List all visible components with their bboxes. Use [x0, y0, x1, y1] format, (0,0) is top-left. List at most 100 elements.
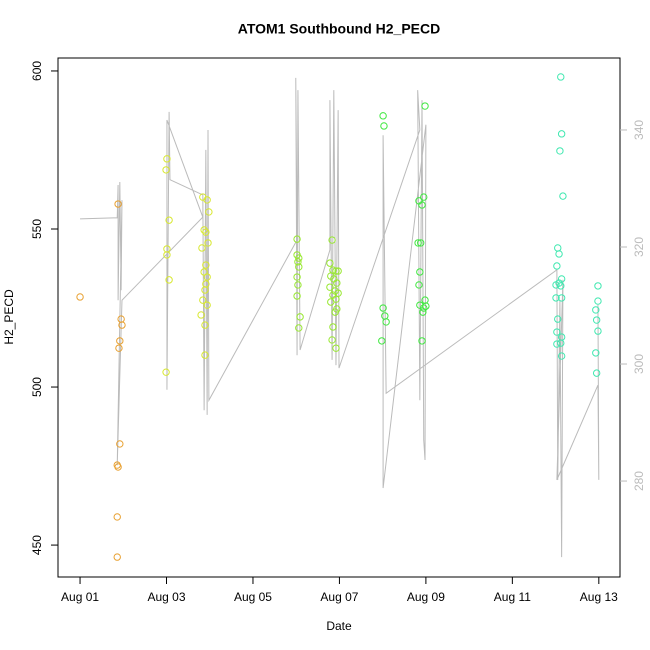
point: [203, 273, 211, 281]
point: [553, 262, 561, 270]
y-axis-label: H2_PECD: [2, 289, 16, 345]
point: [378, 337, 386, 345]
point: [163, 155, 171, 163]
point: [296, 313, 304, 321]
point: [420, 193, 428, 201]
point: [419, 308, 427, 316]
point: [416, 268, 424, 276]
point: [294, 281, 302, 289]
y-tick-label: 450: [30, 535, 44, 555]
y-tick-label: 500: [30, 377, 44, 397]
point: [203, 301, 211, 309]
line: [80, 77, 600, 558]
point: [326, 259, 334, 267]
point: [113, 553, 121, 561]
point: [557, 339, 565, 347]
point: [420, 304, 428, 312]
point: [379, 112, 387, 120]
point: [556, 147, 564, 155]
point: [421, 102, 429, 110]
point: [552, 294, 560, 302]
point: [557, 294, 566, 302]
point: [331, 308, 339, 316]
x-tick-label: Aug 05: [234, 590, 272, 604]
point: [201, 286, 209, 294]
point: [115, 344, 123, 352]
y2-tick-label: 280: [632, 471, 646, 491]
y-tick-label: 600: [30, 61, 44, 81]
point: [592, 316, 601, 324]
point: [328, 236, 336, 244]
point: [329, 323, 337, 331]
point: [202, 228, 210, 236]
point: [553, 340, 561, 348]
point: [165, 216, 173, 224]
point: [163, 251, 171, 259]
point: [557, 275, 566, 283]
y2-tick-label: 340: [632, 120, 646, 140]
point: [76, 293, 84, 301]
point: [557, 352, 566, 360]
point: [293, 292, 301, 300]
point: [201, 321, 209, 329]
point: [414, 239, 422, 247]
point: [332, 267, 340, 275]
point: [202, 261, 210, 269]
point: [205, 208, 213, 216]
point: [592, 369, 601, 377]
point: [295, 263, 303, 271]
point: [293, 273, 301, 281]
point: [422, 302, 430, 310]
point: [594, 327, 602, 335]
point: [592, 349, 600, 357]
point: [327, 298, 335, 306]
point: [557, 130, 566, 138]
point: [380, 122, 388, 130]
point: [118, 321, 126, 329]
chart-title: ATOM1 Southbound H2_PECD: [238, 21, 440, 37]
x-tick-label: Aug 07: [320, 590, 358, 604]
point: [415, 281, 423, 289]
point: [332, 344, 340, 352]
point: [559, 192, 567, 200]
point: [200, 226, 208, 234]
point: [162, 368, 170, 376]
point: [418, 201, 426, 209]
y2-tick-label: 300: [632, 354, 646, 374]
point: [116, 440, 124, 448]
point: [203, 196, 211, 204]
point: [326, 283, 334, 291]
point: [594, 297, 602, 305]
point: [553, 328, 561, 336]
x-tick-label: Aug 09: [407, 590, 445, 604]
point: [114, 463, 122, 471]
point: [293, 235, 301, 243]
point: [294, 258, 302, 266]
x-tick-label: Aug 13: [580, 590, 618, 604]
point: [334, 267, 342, 275]
point: [295, 254, 303, 262]
point: [165, 276, 173, 284]
x-tick-label: Aug 01: [61, 590, 99, 604]
point: [295, 324, 303, 332]
point: [554, 315, 562, 323]
point: [417, 239, 425, 247]
point: [162, 166, 170, 174]
point: [116, 337, 124, 345]
point: [333, 279, 341, 287]
point: [199, 296, 207, 304]
point: [114, 200, 122, 208]
point: [197, 311, 205, 319]
x-tick-label: Aug 11: [494, 590, 531, 604]
point: [557, 282, 565, 290]
point: [418, 337, 426, 345]
point: [592, 306, 600, 314]
point: [113, 513, 121, 521]
point: [557, 73, 565, 81]
point: [204, 239, 212, 247]
point: [198, 244, 206, 252]
x-axis-label: Date: [326, 619, 352, 633]
point: [382, 318, 390, 326]
